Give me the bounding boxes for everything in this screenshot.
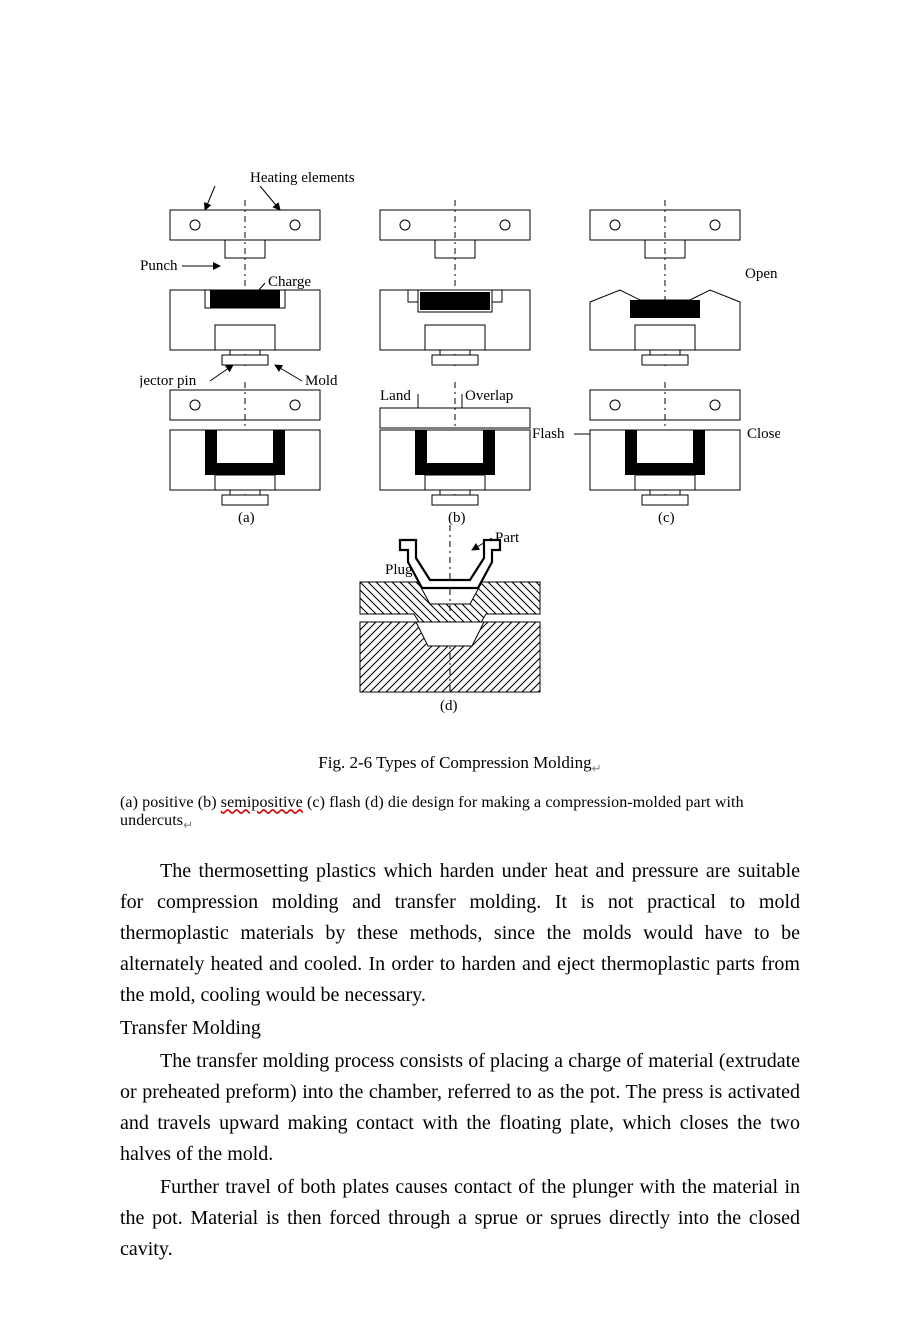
subfig-a-top: Heating elements Punch Charge — [140, 170, 355, 370]
label-c: (c) — [658, 510, 675, 526]
label-open: Open — [745, 266, 778, 282]
figure-caption: Fig. 2-6 Types of Compression Molding↵ — [120, 753, 800, 776]
figure-2-6: Heating elements Punch Charge — [120, 160, 800, 725]
label-a: (a) — [238, 510, 255, 526]
label-b: (b) — [448, 510, 466, 526]
figure-subcaption: (a) positive (b) semipositive (c) flash … — [120, 794, 800, 833]
heading-transfer-molding: Transfer Molding — [120, 1013, 800, 1044]
subfig-d: Part Plug (d) — [360, 525, 540, 714]
figure-caption-text: Fig. 2-6 Types of Compression Molding — [318, 753, 591, 772]
subfig-c-bottom: Flash Closed (c) — [532, 382, 780, 526]
paragraph-3: Further travel of both plates causes con… — [120, 1172, 800, 1265]
subfig-c-top: Open — [590, 200, 778, 370]
paragraph-mark: ↵ — [183, 819, 193, 833]
label-ejector-pin: Ejector pin — [140, 373, 197, 389]
subcaption-part-a: (a) positive (b) — [120, 794, 221, 811]
label-heating-elements: Heating elements — [250, 170, 355, 186]
subfig-b-top — [380, 200, 530, 370]
paragraph-2: The transfer molding process consists of… — [120, 1046, 800, 1170]
paragraph-1: The thermosetting plastics which harden … — [120, 856, 800, 1011]
label-land: Land — [380, 388, 411, 404]
label-closed: Closed — [747, 426, 780, 442]
page: Heating elements Punch Charge — [0, 0, 920, 1327]
label-overlap: Overlap — [465, 388, 513, 404]
paragraph-mark: ↵ — [592, 761, 602, 775]
label-punch: Punch — [140, 258, 178, 274]
label-flash: Flash — [532, 426, 565, 442]
label-d: (d) — [440, 698, 458, 714]
subfig-a-bottom: (a) — [170, 382, 320, 526]
figure-svg: Heating elements Punch Charge — [140, 160, 780, 720]
label-charge: Charge — [268, 274, 311, 290]
subfig-b-bottom: Land Overlap (b) — [380, 382, 530, 526]
subcaption-wavy: semipositive — [221, 794, 303, 811]
label-mold: Mold — [305, 373, 338, 389]
